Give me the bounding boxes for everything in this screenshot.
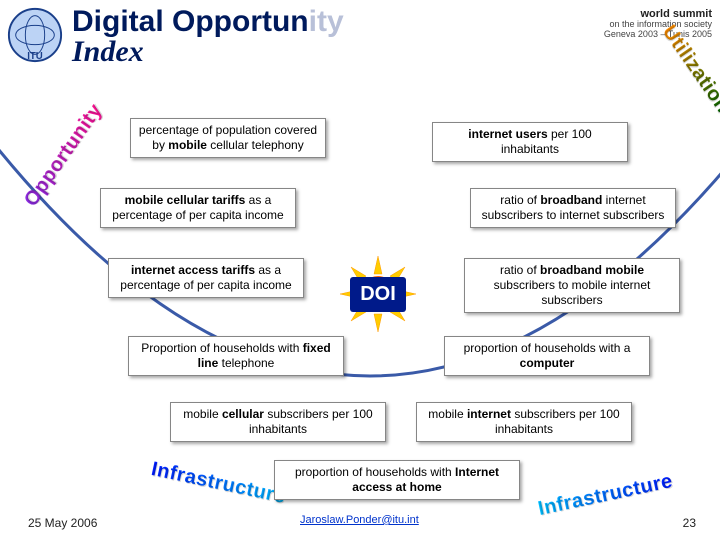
doi-label: DOI — [350, 277, 406, 312]
footer-date: 25 May 2006 — [28, 516, 97, 530]
indicator-fixed-line-households: Proportion of households with fixed line… — [128, 336, 344, 376]
itu-logo: ITU — [6, 6, 64, 64]
page-title: Digital Opportunity Index — [72, 6, 344, 67]
title-line1-dark: Digital Opportun — [72, 5, 309, 38]
title-line1-fade: ity — [309, 5, 344, 38]
indicator-broadband-ratio: ratio of broadband internet subscribers … — [470, 188, 676, 228]
title-line2: Index — [72, 36, 344, 68]
footer-email-link[interactable]: Jaroslaw.Ponder@itu.int — [300, 514, 419, 526]
indicator-broadband-mobile-ratio: ratio of broadband mobile subscribers to… — [464, 258, 680, 313]
svg-text:ITU: ITU — [27, 51, 43, 62]
pillar-opportunity: Opportunity — [20, 100, 108, 211]
footer-page-number: 23 — [683, 516, 696, 530]
indicator-internet-users: internet users per 100 inhabitants — [432, 122, 628, 162]
indicator-mobile-coverage: percentage of population covered by mobi… — [130, 118, 326, 158]
indicator-internet-tariffs: internet access tariffs as a percentage … — [108, 258, 304, 298]
indicator-internet-at-home: proportion of households with Internet a… — [274, 460, 520, 500]
indicator-mobile-internet-subs: mobile internet subscribers per 100 inha… — [416, 402, 632, 442]
doi-badge: DOI — [338, 254, 418, 334]
indicator-mobile-subscribers: mobile cellular subscribers per 100 inha… — [170, 402, 386, 442]
pillar-infrastructure-left: Infrastructure — [149, 458, 288, 509]
indicator-computer-households: proportion of households with a computer — [444, 336, 650, 376]
indicator-mobile-tariffs: mobile cellular tariffs as a percentage … — [100, 188, 296, 228]
pillar-infrastructure-right: Infrastructure — [536, 470, 675, 521]
